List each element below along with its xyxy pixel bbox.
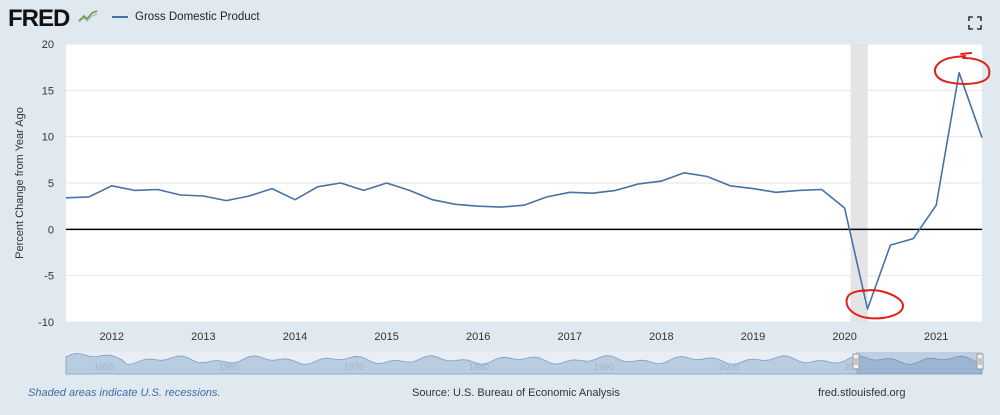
navigator-year-label: 1950 [94, 362, 114, 372]
recession-shading [850, 44, 868, 322]
x-tick-label: 2018 [649, 331, 673, 343]
y-tick-label: 20 [42, 39, 54, 51]
navigator-year-label: 2000 [719, 362, 739, 372]
chart-header: FRED Gross Domestic Product [0, 0, 1000, 36]
y-axis-label: Percent Change from Year Ago [14, 107, 26, 259]
chart-footer: Shaded areas indicate U.S. recessions. S… [0, 384, 1000, 404]
y-axis-ticks: -10 -5 0 5 10 15 20 [38, 39, 54, 329]
x-tick-label: 2014 [283, 331, 307, 343]
x-axis-ticks: 2012 2013 2014 2015 2016 2017 2018 2019 2020 2021 [100, 331, 949, 343]
y-tick-label: 15 [42, 85, 54, 97]
navigator-year-label: 1990 [594, 362, 614, 372]
series-line[interactable] [65, 71, 983, 310]
x-tick-label: 2012 [100, 331, 124, 343]
x-tick-label: 2019 [741, 331, 765, 343]
y-tick-label: -10 [38, 317, 54, 329]
annotation-circles [845, 51, 991, 320]
y-tick-label: 0 [48, 224, 54, 236]
navigator-year-label: 1970 [344, 362, 364, 372]
fred-logo[interactable]: FRED [8, 5, 70, 32]
navigator-handle-left[interactable] [852, 353, 860, 370]
annotation-circle [933, 51, 991, 85]
annotation-circle [845, 289, 904, 320]
range-navigator[interactable]: 1950196019701980199020002010 [65, 352, 984, 375]
site-link[interactable]: fred.stlouisfed.org [818, 387, 906, 399]
chart-line-icon [78, 9, 98, 23]
x-tick-label: 2020 [832, 331, 856, 343]
legend-label: Gross Domestic Product [135, 11, 260, 23]
x-tick-label: 2015 [374, 331, 398, 343]
navigator-selected-range [856, 352, 982, 374]
navigator-year-label: 1980 [469, 362, 489, 372]
x-tick-label: 2016 [466, 331, 490, 343]
navigator-handle-right[interactable] [976, 353, 984, 370]
x-tick-label: 2017 [558, 331, 582, 343]
recession-note: Shaded areas indicate U.S. recessions. [28, 387, 221, 399]
y-tick-label: 10 [42, 132, 54, 144]
navigator-series [65, 352, 983, 375]
recession-band [850, 44, 868, 322]
legend[interactable]: Gross Domestic Product [112, 11, 260, 23]
navigator-year-label: 1960 [219, 362, 239, 372]
x-tick-label: 2021 [924, 331, 948, 343]
y-tick-label: 5 [48, 178, 54, 190]
legend-swatch [112, 16, 128, 18]
y-tick-label: -5 [44, 271, 54, 283]
source-text: Source: U.S. Bureau of Economic Analysis [412, 387, 620, 399]
x-tick-label: 2013 [191, 331, 215, 343]
expand-icon[interactable] [968, 16, 982, 30]
series-lines [65, 71, 983, 310]
